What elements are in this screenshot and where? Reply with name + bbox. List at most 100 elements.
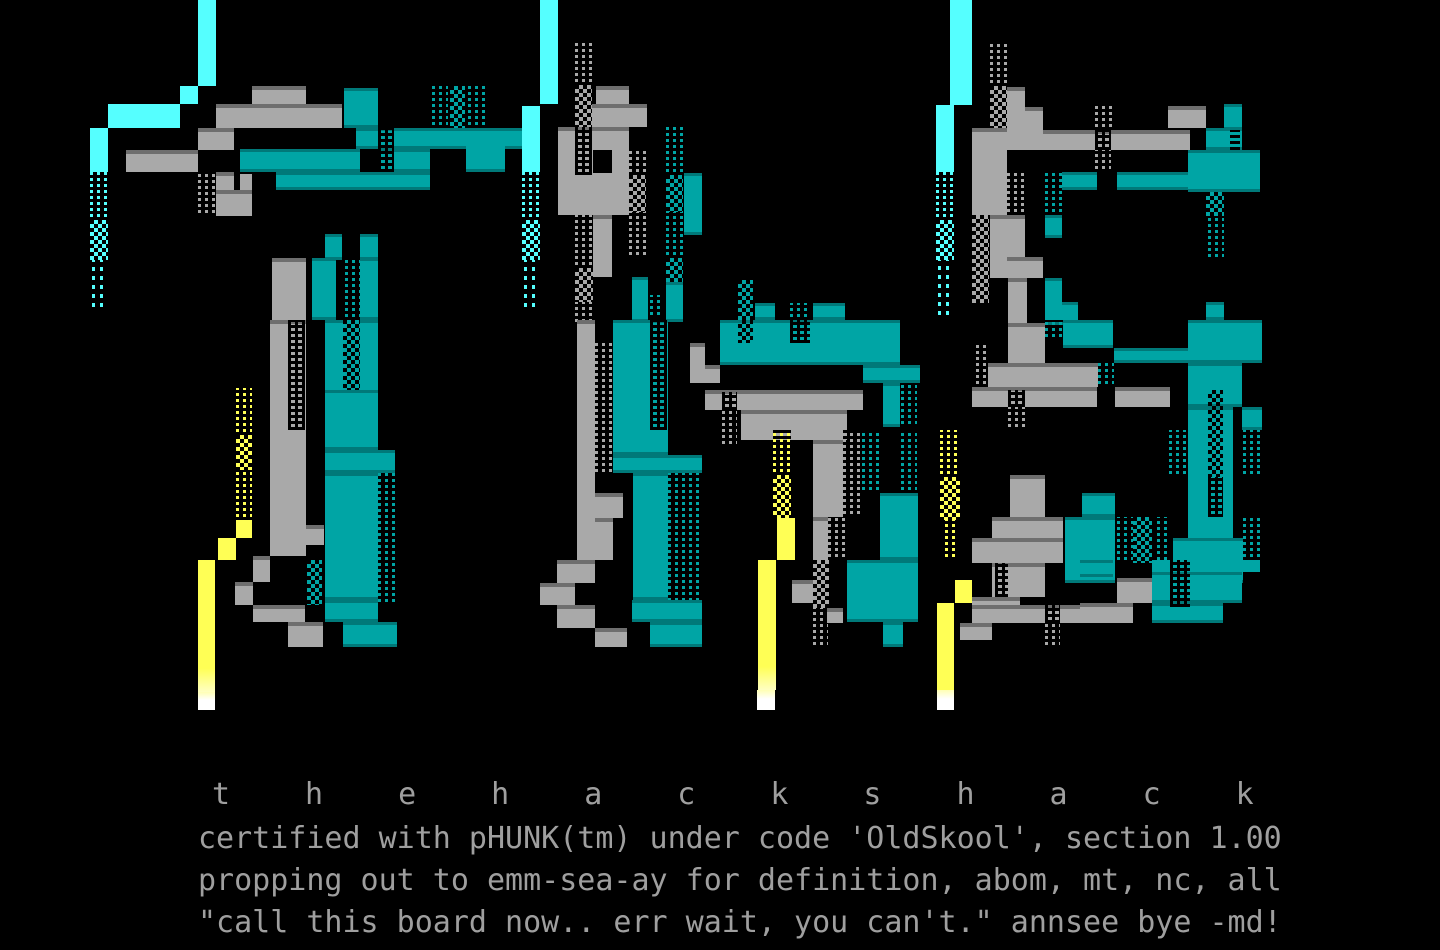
art-block [1007,172,1025,215]
art-block [722,392,737,410]
art-block [757,690,775,710]
art-block [575,215,593,268]
art-block [650,320,667,430]
art-block [650,295,663,318]
art-block [272,258,306,320]
art-block [378,473,395,605]
art-block [343,320,360,390]
art-block [901,383,917,427]
art-block [1117,172,1190,190]
art-block [592,104,647,127]
art-block [755,303,775,320]
art-block [936,105,954,172]
art-block [813,517,828,560]
art-block [1095,150,1111,172]
art-block [940,430,960,477]
art-block [253,605,305,622]
art-block [950,0,972,105]
art-block [325,600,378,622]
art-block [307,560,322,605]
art-block [988,363,1098,387]
art-block [1025,107,1043,150]
art-block [650,622,702,647]
art-block [990,86,1007,130]
art-block [216,104,342,128]
art-block [1063,320,1113,348]
art-block [198,692,215,710]
art-block [1243,517,1262,560]
art-block [524,260,538,312]
art-block [522,220,540,260]
art-block [666,282,683,322]
art-block [992,517,1063,538]
art-block [1098,363,1114,387]
art-block [325,450,395,473]
art-block [976,345,990,387]
art-block [684,173,702,235]
art-block [883,622,903,647]
art-block [92,260,106,312]
art-block [1206,302,1224,320]
art-block [1080,560,1113,577]
art-block [972,128,1007,215]
art-block [325,390,378,450]
art-block [633,473,668,600]
art-block [575,127,592,175]
art-block [252,86,306,104]
art-block [236,520,252,538]
art-block [668,473,702,610]
art-block [595,493,623,518]
art-block [705,365,720,383]
art-block [1045,278,1062,325]
art-block [995,563,1008,597]
art-block [945,520,959,560]
art-block [1045,320,1063,340]
art-block [813,560,829,608]
art-block [813,303,845,320]
art-block [1168,106,1206,128]
art-block [126,150,198,172]
art-block [990,42,1007,86]
art-block [1208,477,1223,517]
art-block [940,477,960,520]
art-block [936,172,954,220]
art-block [198,172,216,216]
art-block [235,582,253,605]
art-block [1045,172,1062,215]
art-block [972,538,1063,563]
art-block [1095,106,1112,130]
art-block [595,628,627,647]
art-block [325,473,378,600]
art-block [1008,390,1025,407]
art-block [1008,278,1027,325]
art-block [1243,430,1262,477]
art-block [90,172,108,220]
art-block [738,320,753,343]
art-block [236,435,252,470]
art-block [236,470,252,520]
art-block [1008,407,1025,430]
art-block [218,538,236,560]
art-block [1010,475,1045,517]
art-block [557,605,595,628]
art-block [360,149,378,172]
art-block [1208,216,1224,260]
art-block [344,88,378,128]
art-block [378,128,394,172]
art-block [955,580,972,603]
art-block [1115,387,1170,407]
art-block [1117,517,1133,563]
art-block [1157,517,1170,563]
art-block [575,268,593,302]
art-block [847,560,918,622]
art-block [1169,430,1186,477]
art-block [236,388,252,435]
art-block [575,85,592,127]
art-block [575,302,593,325]
art-block [1062,172,1097,190]
art-block [790,303,810,320]
art-block [863,365,920,383]
art-block [613,455,702,473]
